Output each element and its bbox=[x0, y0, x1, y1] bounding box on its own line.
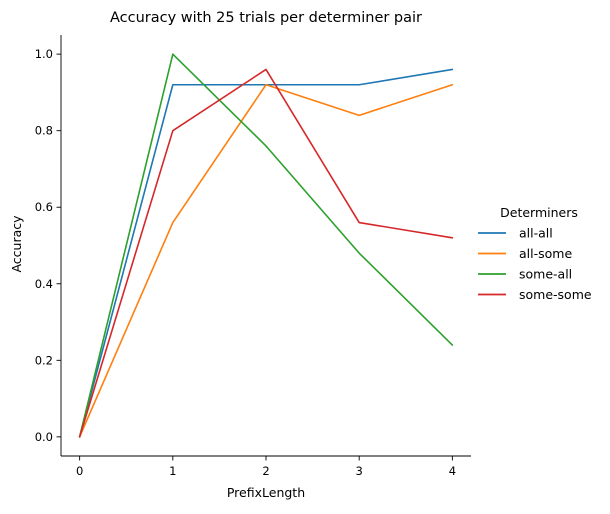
legend-label-some-all: some-all bbox=[519, 266, 572, 281]
legend: Determiners all-all all-some some-all some-… bbox=[478, 205, 592, 302]
y-tick-label: 1.0 bbox=[35, 47, 53, 61]
y-tick-label: 0.8 bbox=[35, 124, 53, 138]
legend-label-all-some: all-some bbox=[519, 246, 572, 261]
y-tick-label: 0.2 bbox=[35, 353, 53, 367]
y-tick-label: 0.0 bbox=[35, 430, 53, 444]
chart-title: Accuracy with 25 trials per determiner p… bbox=[110, 10, 422, 26]
legend-label-some-some: some-some bbox=[519, 287, 592, 302]
series-line-some-all bbox=[78, 53, 454, 438]
y-tick-label: 0.4 bbox=[35, 277, 53, 291]
x-tick-label: 1 bbox=[169, 464, 176, 478]
x-axis-label: PrefixLength bbox=[227, 485, 305, 500]
x-tick-label: 3 bbox=[356, 464, 363, 478]
series-line-some-some bbox=[78, 68, 454, 438]
legend-label-all-all: all-all bbox=[519, 225, 553, 240]
series-lines bbox=[78, 53, 454, 438]
y-tick-label: 0.6 bbox=[35, 200, 53, 214]
y-axis-label: Accuracy bbox=[9, 215, 24, 273]
x-tick-label: 2 bbox=[262, 464, 269, 478]
x-tick-label: 4 bbox=[449, 464, 456, 478]
x-tick-label: 0 bbox=[76, 464, 83, 478]
series-line-all-some bbox=[78, 83, 454, 438]
legend-title: Determiners bbox=[500, 205, 578, 220]
axes: 0 1 2 3 4 0.0 0.2 0.4 0.6 0.8 1.0 bbox=[35, 35, 471, 478]
